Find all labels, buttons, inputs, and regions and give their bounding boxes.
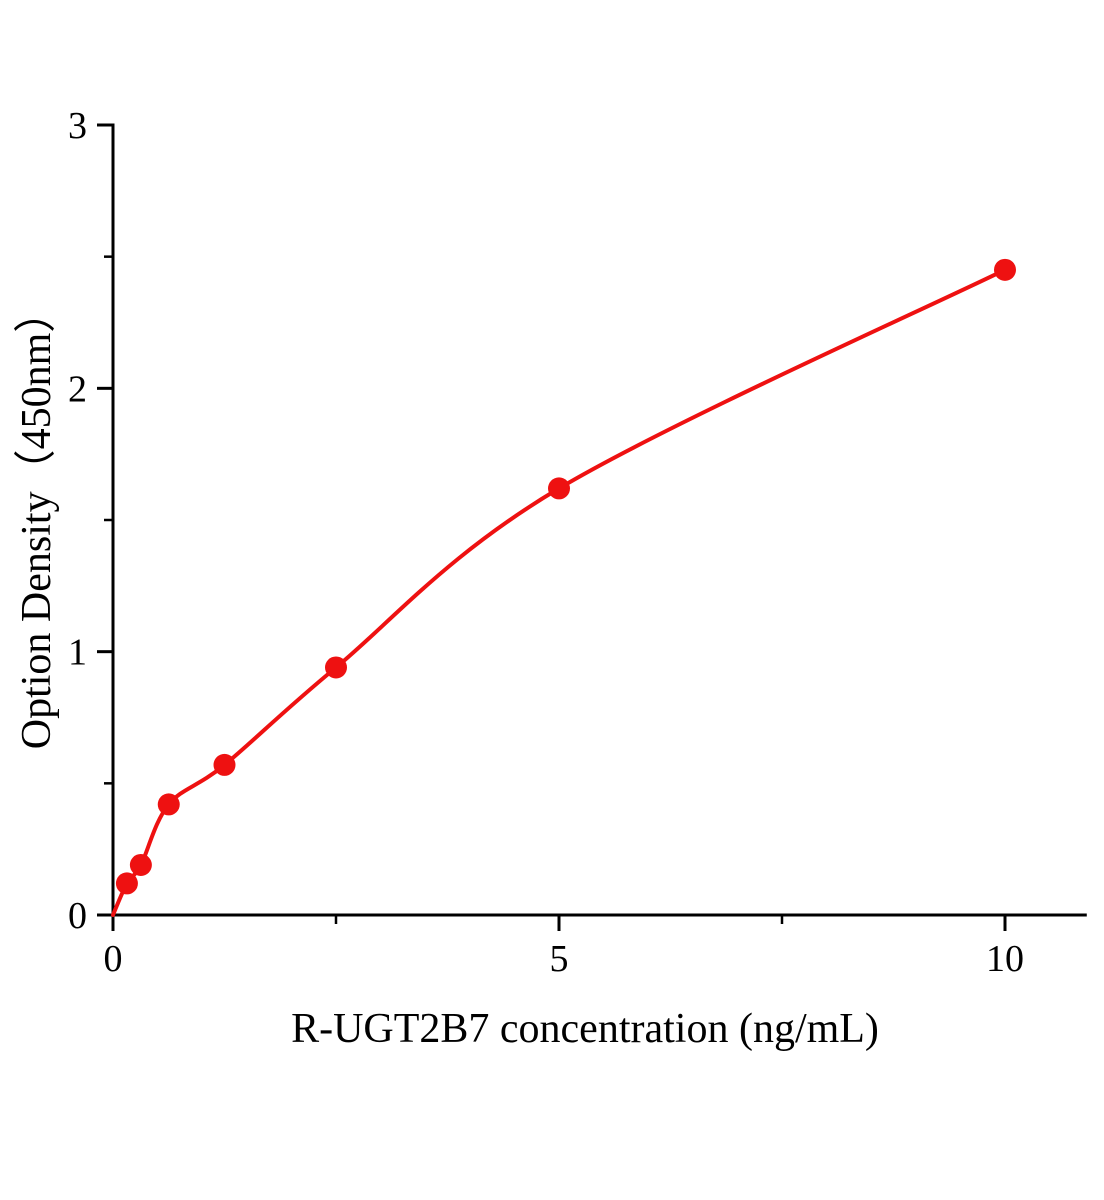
axes-layer: 0 5 10 0 1 2 3 xyxy=(68,105,1087,980)
x-tick-label: 5 xyxy=(550,938,569,980)
y-tick-label: 0 xyxy=(68,895,87,937)
y-tick-label: 2 xyxy=(68,368,87,410)
x-axis-title: R-UGT2B7 concentration (ng/mL) xyxy=(291,1006,879,1052)
data-point xyxy=(548,477,570,500)
data-point xyxy=(115,872,138,895)
y-tick-label: 1 xyxy=(68,632,87,674)
y-tick-label: 3 xyxy=(68,105,87,147)
x-tick-label: 10 xyxy=(986,938,1024,980)
data-point xyxy=(325,656,347,679)
data-point xyxy=(129,853,152,876)
y-axis-title: Option Density（450nm） xyxy=(14,291,60,750)
fit-curve xyxy=(111,267,1007,917)
data-point xyxy=(994,258,1016,281)
data-point xyxy=(157,793,180,816)
plot-layer xyxy=(111,258,1016,917)
x-tick-label: 0 xyxy=(104,938,123,980)
data-point xyxy=(213,753,236,776)
